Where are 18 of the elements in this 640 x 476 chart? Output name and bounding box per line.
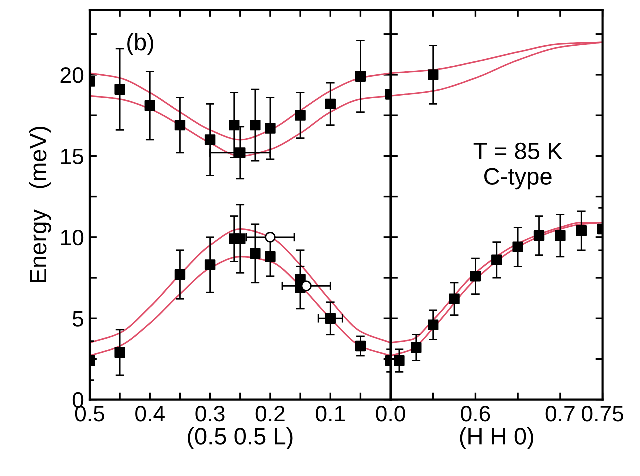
- y-tick-label: 10: [61, 230, 84, 246]
- y-tick-label: 20: [60, 68, 84, 84]
- x-tick-label: 0.6: [461, 406, 490, 422]
- y-tick-label: 5: [72, 311, 84, 327]
- x-tick-label: 0.4: [136, 406, 165, 422]
- y-tick-label: 15: [61, 148, 84, 164]
- x-tick-label: 0.2: [256, 406, 285, 422]
- x-tick-label: 0.7: [546, 406, 575, 422]
- annotation: (b): [128, 33, 154, 56]
- x-tick-label: 0.1: [316, 406, 345, 422]
- x-tick-label: 0.75: [582, 406, 624, 422]
- x-axis-title: (0.5 0.5 L): [188, 428, 293, 450]
- y-axis-title: Energy (meV): [29, 126, 52, 282]
- annotation: T = 85 K C-type: [474, 142, 563, 190]
- x-tick-label: 0.0: [376, 406, 406, 422]
- x-tick-label: 0.3: [196, 406, 225, 422]
- x-tick-label: 0.5: [75, 406, 104, 422]
- x-axis-title: (H H 0): [460, 428, 534, 450]
